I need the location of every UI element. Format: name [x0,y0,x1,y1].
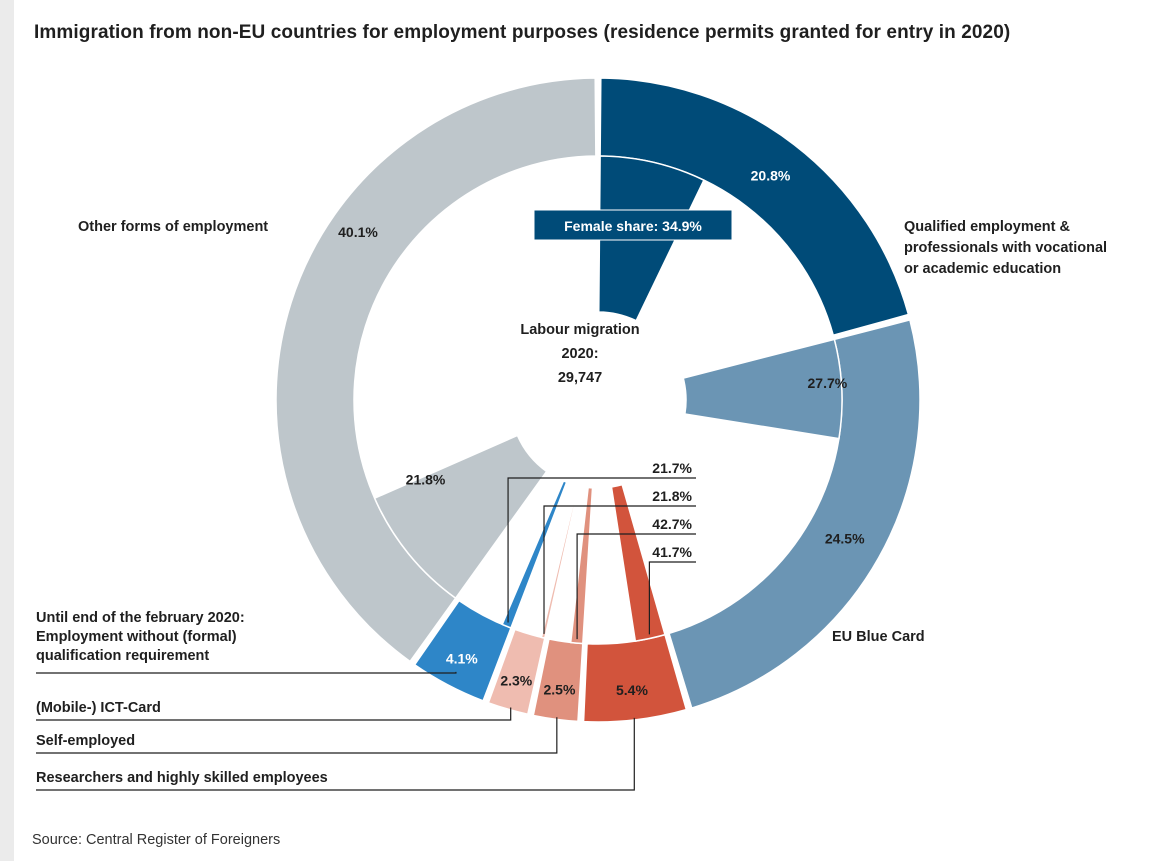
outer-ring [275,77,921,723]
female-share-wedge-researchers-and-highly-skilled-employees [610,483,666,642]
female-share-legend-text: Female share: 34.9% [564,218,702,234]
category-label-researchers-and-highly-skilled-employees: Researchers and highly skilled employees [36,770,328,786]
leader-lines [36,477,696,791]
female-share-wedge-eu-blue-card [682,338,843,440]
chart-card: Immigration from non-EU countries for em… [14,0,1162,861]
ring-segment-researchers-and-highly-skilled-employees [582,633,688,723]
ring-segment-eu-blue-card [668,319,921,709]
category-label-self-employed: Self-employed [36,733,135,749]
inner-wedges [373,155,843,645]
ring-segment-other-forms-of-employment [275,77,597,663]
center-label-line-1: 2020: [561,346,598,362]
female-leader-researchers-and-highly-skilled-employees [648,561,696,635]
share-label-other-forms-of-employment: 40.1% [338,224,378,240]
female-label-eu-blue-card: 27.7% [808,375,848,391]
category-label-eu-blue-card-line-0: EU Blue Card [832,629,925,645]
category-label-qualified-employment-professionals-with--line-1: professionals with vocational [904,240,1107,256]
category-leader-self-employed [36,717,558,754]
share-label-researchers-and-highly-skilled-employees: 5.4% [616,682,648,698]
female-share-wedge-until-end-of-the-february-2020-employmen [501,479,568,629]
female-leader-self-employed [576,533,696,640]
category-label-mobile-ict-card: (Mobile-) ICT-Card [36,700,161,716]
female-label-self-employed: 42.7% [652,516,692,532]
share-label-self-employed: 2.5% [544,681,576,697]
female-label-mobile-ict-card: 21.8% [652,488,692,504]
female-share-legend [533,209,733,241]
share-label-eu-blue-card: 24.5% [825,531,865,547]
category-label-other-forms-of-employment-line-0: Other forms of employment [78,219,268,235]
female-share-wedge-mobile-ict-card [540,484,580,640]
share-label-qualified-employment-professionals-with-: 20.8% [751,168,791,184]
category-label-qualified-employment-professionals-with--line-2: or academic education [904,261,1061,277]
category-leader-researchers-and-highly-skilled-employees [36,717,635,791]
center-label-line-0: Labour migration [520,322,639,338]
female-share-wedge-other-forms-of-employment [373,434,548,600]
category-leader-until-end-of-the-february-2020-employmen [36,671,457,674]
female-label-researchers-and-highly-skilled-employees: 41.7% [652,544,692,560]
chart-texts: 20.8% 24.5% 5.4% 2.5% 2.3% 4.1% 40.1% 27.7% 21.8… [36,168,1107,786]
category-leader-mobile-ict-card [36,707,512,721]
category-label-until-end-of-the-february-2020-employmen-line-2: qualification requirement [36,648,209,664]
donut-chart: 20.8% 24.5% 5.4% 2.5% 2.3% 4.1% 40.1% 27.7% 21.8… [36,77,1107,791]
center-label-line-2: 29,747 [558,370,602,386]
chart-title: Immigration from non-EU countries for em… [34,22,1011,43]
source-note: Source: Central Register of Foreigners [32,832,281,848]
category-label-qualified-employment-professionals-with--line-0: Qualified employment & [904,219,1070,235]
female-leader-until-end-of-the-february-2020-employmen [507,477,696,623]
category-label-until-end-of-the-february-2020-employmen-line-1: Employment without (formal) [36,629,237,645]
share-label-until-end-of-the-february-2020-employmen: 4.1% [446,650,478,666]
female-label-until-end-of-the-february-2020-employmen: 21.7% [652,460,692,476]
female-label-other-forms-of-employment: 21.8% [406,472,446,488]
female-leader-mobile-ict-card [543,505,696,634]
female-share-wedge-self-employed [569,486,594,645]
share-label-mobile-ict-card: 2.3% [500,672,532,688]
category-label-until-end-of-the-february-2020-employmen-line-0: Until end of the february 2020: [36,610,245,626]
